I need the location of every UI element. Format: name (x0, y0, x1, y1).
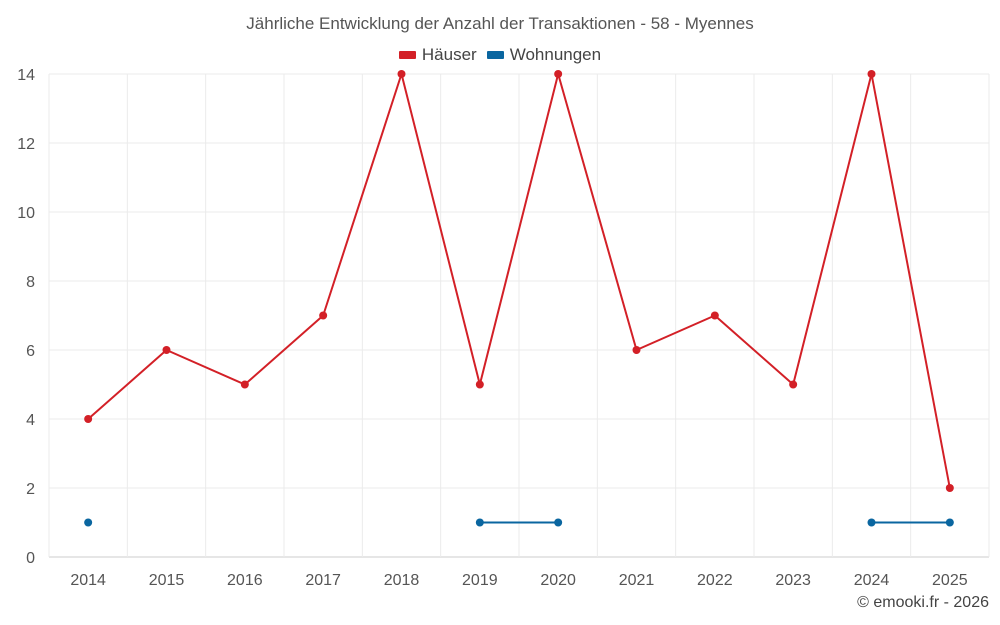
data-point-haeuser (554, 70, 563, 78)
x-tick-label: 2016 (227, 572, 263, 589)
data-point-haeuser (789, 380, 798, 389)
series-line-haeuser (792, 73, 873, 386)
legend-swatch-wohnungen (486, 51, 504, 59)
series-line-haeuser (870, 73, 951, 489)
y-tick-label: 0 (26, 550, 35, 567)
data-point-haeuser (397, 70, 406, 78)
series-line-haeuser (478, 73, 560, 386)
series-line-haeuser (557, 73, 638, 351)
x-tick-label: 2020 (540, 572, 576, 589)
series-line-haeuser (243, 314, 325, 386)
data-point-wohnungen (475, 518, 484, 527)
series-line-haeuser (322, 73, 403, 317)
legend-swatch-haeuser (398, 51, 416, 59)
x-tick-label: 2015 (149, 572, 185, 589)
legend-item-wohnungen[interactable]: Wohnungen (486, 45, 602, 65)
x-tick-label: 2025 (932, 572, 968, 589)
x-tick-label: 2021 (619, 572, 655, 589)
data-point-haeuser (162, 346, 171, 354)
data-point-haeuser (632, 346, 641, 354)
data-point-haeuser (84, 415, 93, 423)
series-line-haeuser (400, 73, 481, 386)
series-line-haeuser (713, 314, 795, 386)
series-line-haeuser (635, 314, 716, 351)
y-tick-label: 14 (17, 67, 35, 84)
legend-label-haeuser: Häuser (421, 45, 477, 64)
data-point-haeuser (319, 311, 328, 320)
y-tick-label: 10 (17, 205, 35, 222)
chart-title: Jährliche Entwicklung der Anzahl der Tra… (246, 14, 754, 33)
legend-label-wohnungen: Wohnungen (509, 45, 602, 64)
data-point-haeuser (867, 70, 876, 78)
data-point-wohnungen (945, 518, 954, 527)
data-point-haeuser (710, 311, 719, 320)
x-tick-label: 2022 (697, 572, 733, 589)
series-line-haeuser (87, 349, 168, 420)
x-tick-label: 2017 (305, 572, 341, 589)
x-tick-label: 2019 (462, 572, 498, 589)
series-line-haeuser (165, 349, 246, 386)
x-tick-label: 2014 (70, 572, 106, 589)
y-tick-label: 6 (26, 343, 35, 360)
y-tick-label: 4 (26, 412, 35, 429)
y-tick-label: 8 (26, 274, 35, 291)
y-tick-label: 12 (17, 136, 35, 153)
data-point-wohnungen (867, 518, 876, 527)
x-tick-label: 2024 (854, 572, 890, 589)
data-point-haeuser (945, 484, 954, 492)
data-point-haeuser (475, 380, 484, 389)
legend-item-haeuser[interactable]: Häuser (398, 45, 477, 65)
y-tick-label: 2 (26, 481, 35, 498)
credit-text: © emooki.fr - 2026 (857, 594, 989, 611)
x-tick-label: 2023 (775, 572, 811, 589)
data-point-haeuser (240, 380, 249, 389)
chart-legend: Häuser Wohnungen (0, 45, 1000, 65)
data-point-wohnungen (554, 518, 563, 527)
x-tick-label: 2018 (384, 572, 420, 589)
data-point-wohnungen (84, 518, 93, 527)
